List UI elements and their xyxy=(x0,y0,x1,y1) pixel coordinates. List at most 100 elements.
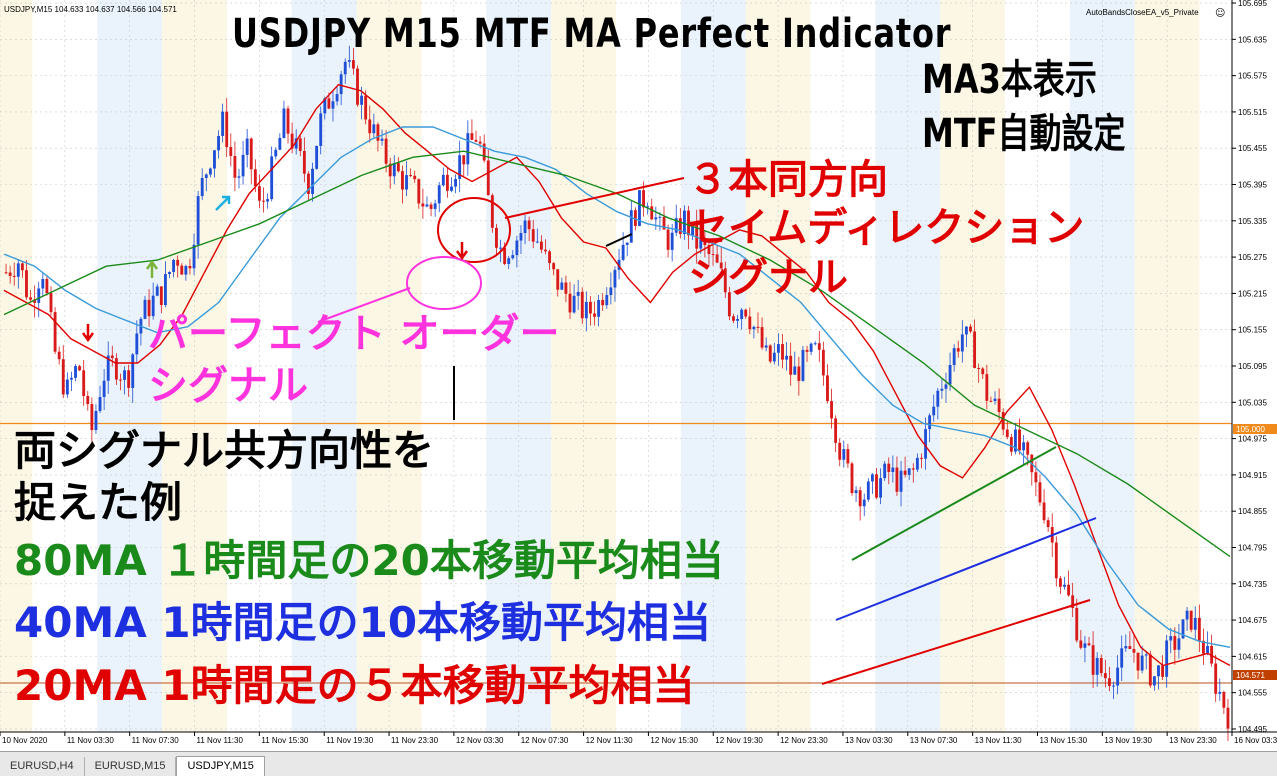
candle-body xyxy=(327,98,331,109)
candle-body xyxy=(364,95,368,120)
candle-body xyxy=(875,474,878,498)
candle-body xyxy=(674,218,678,233)
y-tick-label: 105.515 xyxy=(1238,108,1267,117)
candle-body xyxy=(809,343,813,352)
perfect-order-line2: シグナル xyxy=(148,363,308,409)
candle-body xyxy=(155,286,159,296)
candle-body xyxy=(1193,617,1197,630)
candle-body xyxy=(727,292,731,317)
candle-body xyxy=(401,171,404,190)
candle-body xyxy=(294,138,298,149)
sell-arrow-icon xyxy=(455,242,469,261)
candle-body xyxy=(1124,646,1128,649)
x-tick-label: 11 Nov 11:30 xyxy=(197,736,244,745)
candle-body xyxy=(25,270,28,298)
candle-body xyxy=(429,204,433,209)
candle-body xyxy=(217,135,220,151)
candle-body xyxy=(233,156,237,178)
candle-body xyxy=(801,349,805,381)
x-tick-label: 16 Nov 03:30 xyxy=(1234,736,1277,745)
candle-body xyxy=(94,410,98,431)
candle-body xyxy=(1083,643,1087,648)
candle-body xyxy=(253,169,257,187)
candle-body xyxy=(1144,654,1148,656)
candle-body xyxy=(147,299,151,317)
x-tick-label: 11 Nov 07:30 xyxy=(132,736,180,745)
candle-body xyxy=(41,278,45,289)
candle-body xyxy=(1181,619,1185,639)
candle-body xyxy=(883,463,887,479)
candle-body xyxy=(208,168,212,175)
candle-body xyxy=(458,155,462,179)
y-tick-label: 104.615 xyxy=(1238,652,1267,661)
bid-price-label: 104.571 xyxy=(1236,671,1265,680)
candle-body xyxy=(870,474,874,482)
tab-usdjpy-m15[interactable]: USDJPY,M15 xyxy=(176,756,265,776)
candle-body xyxy=(535,241,539,243)
candle-body xyxy=(466,133,470,165)
candle-body xyxy=(960,334,964,352)
candle-body xyxy=(82,370,86,396)
candle-body xyxy=(580,291,584,319)
x-tick-label: 11 Nov 19:30 xyxy=(326,736,374,745)
candle-body xyxy=(781,344,784,360)
x-tick-label: 13 Nov 07:30 xyxy=(910,736,958,745)
candle-body xyxy=(1095,657,1099,675)
candle-body xyxy=(462,155,466,165)
chart-tab-bar: EURUSD,H4 EURUSD,M15 USDJPY,M15 xyxy=(0,751,1277,776)
x-tick-label: 11 Nov 03:30 xyxy=(67,736,115,745)
candle-body xyxy=(4,272,8,274)
candle-body xyxy=(12,275,16,277)
x-tick-label: 12 Nov 11:30 xyxy=(586,736,634,745)
candle-body xyxy=(1071,595,1075,609)
candle-body xyxy=(744,309,748,317)
candle-body xyxy=(642,190,645,208)
candle-body xyxy=(437,185,441,204)
candle-body xyxy=(969,326,972,332)
candle-body xyxy=(662,216,666,230)
candle-body xyxy=(499,247,502,249)
candle-body xyxy=(315,145,319,169)
candle-body xyxy=(1112,685,1115,687)
x-tick-label: 11 Nov 15:30 xyxy=(261,736,309,745)
candle-body xyxy=(495,227,498,248)
candle-body xyxy=(891,467,895,473)
candle-body xyxy=(278,137,282,150)
tab-eurusd-m15[interactable]: EURUSD,M15 xyxy=(85,757,177,776)
candle-body xyxy=(1075,608,1079,641)
candle-body xyxy=(57,351,61,360)
candle-body xyxy=(613,269,617,288)
bid-price-tag xyxy=(1233,670,1277,680)
same-direction-pointer xyxy=(504,177,685,219)
candle-body xyxy=(441,174,445,186)
candle-body xyxy=(650,206,654,220)
candle-body xyxy=(597,299,601,317)
candle-body xyxy=(1018,429,1021,451)
candle-body xyxy=(1136,652,1140,671)
candle-body xyxy=(1116,667,1120,686)
y-tick-label: 105.575 xyxy=(1238,72,1267,81)
x-tick-label: 12 Nov 19:30 xyxy=(715,736,763,745)
candle-body xyxy=(127,370,131,388)
candle-body xyxy=(1009,437,1013,452)
candle-body xyxy=(1202,640,1205,654)
candle-body xyxy=(907,468,911,475)
candle-body xyxy=(343,61,347,75)
candle-body xyxy=(1063,584,1066,587)
candles xyxy=(4,45,1230,741)
candle-body xyxy=(298,138,302,151)
y-tick-label: 105.395 xyxy=(1238,181,1267,190)
candle-body xyxy=(286,108,290,134)
candle-body xyxy=(1177,638,1181,650)
y-tick-label: 104.795 xyxy=(1238,543,1267,552)
tab-eurusd-h4[interactable]: EURUSD,H4 xyxy=(0,757,85,776)
candle-body xyxy=(568,293,572,313)
candle-body xyxy=(695,222,699,249)
candle-body xyxy=(1120,648,1124,668)
candle-body xyxy=(159,286,163,306)
candle-body xyxy=(213,150,216,169)
candle-body xyxy=(163,274,167,306)
y-tick-label: 105.695 xyxy=(1238,0,1267,8)
candle-body xyxy=(454,178,458,187)
